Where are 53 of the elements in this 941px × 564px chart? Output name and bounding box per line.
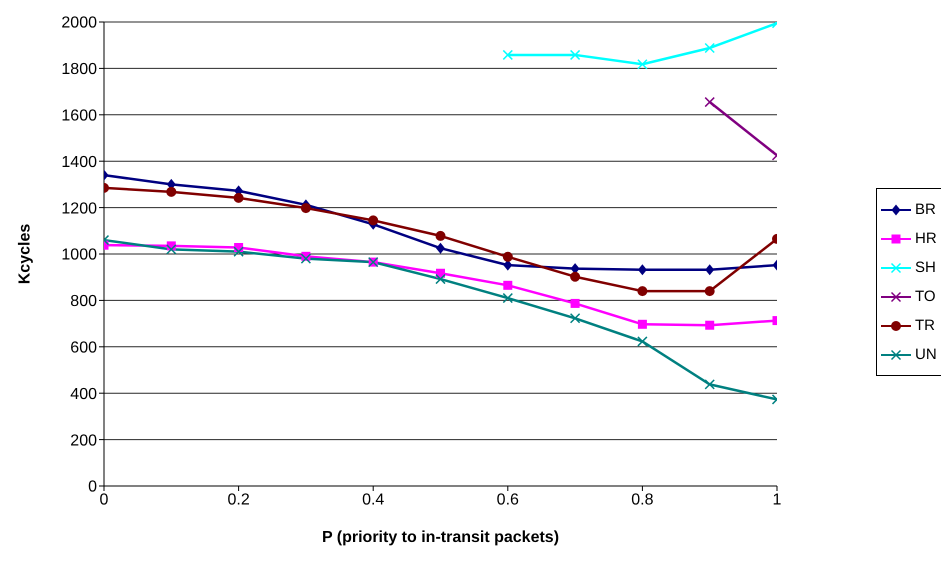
point [637,286,648,296]
point [234,192,244,203]
point [705,320,714,330]
point [368,215,378,226]
legend-label: SH [915,259,936,276]
point [637,336,648,347]
y-tick-label: 0 [88,478,98,496]
y-tick-label: 400 [70,386,98,403]
y-tick-label: 1400 [61,154,98,171]
y-tick-label: 1600 [61,107,98,124]
x-tick-label: 0.4 [362,491,384,508]
x-tick-label: 0.6 [496,491,520,508]
y-tick-label: 2000 [61,14,98,32]
point [436,230,446,241]
point [704,286,715,296]
point [570,272,580,282]
point [704,379,715,390]
point [638,320,647,329]
point [570,298,580,308]
x-tick-label: 0 [100,491,109,508]
legend-label: BR [915,201,936,218]
y-axis-title: Kcycles [16,224,34,284]
y-tick-label: 200 [70,432,98,450]
point [570,50,580,60]
point [704,42,715,54]
point [502,252,513,262]
point [166,186,176,197]
y-tick-label: 1000 [61,246,98,264]
x-tick-label: 1 [772,491,782,508]
x-axis-title: P (priority to in-transit packets) [322,529,560,546]
point [638,264,647,276]
point [502,50,514,60]
x-tick-label: 0.2 [227,491,250,508]
legend-label: UN [915,346,937,363]
point [503,280,512,290]
point [436,242,445,254]
point [300,203,311,214]
point [166,244,177,255]
y-tick-label: 1200 [61,200,98,218]
point [300,253,312,264]
y-tick-label: 600 [70,339,98,356]
point [502,292,514,304]
legend-label: HR [915,230,937,247]
x-tick-label: 0.8 [631,491,654,508]
y-tick-label: 1800 [61,61,98,78]
point [570,313,580,324]
point [705,264,714,276]
legend-label: TO [915,288,936,305]
y-tick-label: 800 [70,293,98,310]
point [637,58,648,70]
point [435,274,446,284]
point [233,246,244,257]
legend-label: TR [915,317,935,334]
